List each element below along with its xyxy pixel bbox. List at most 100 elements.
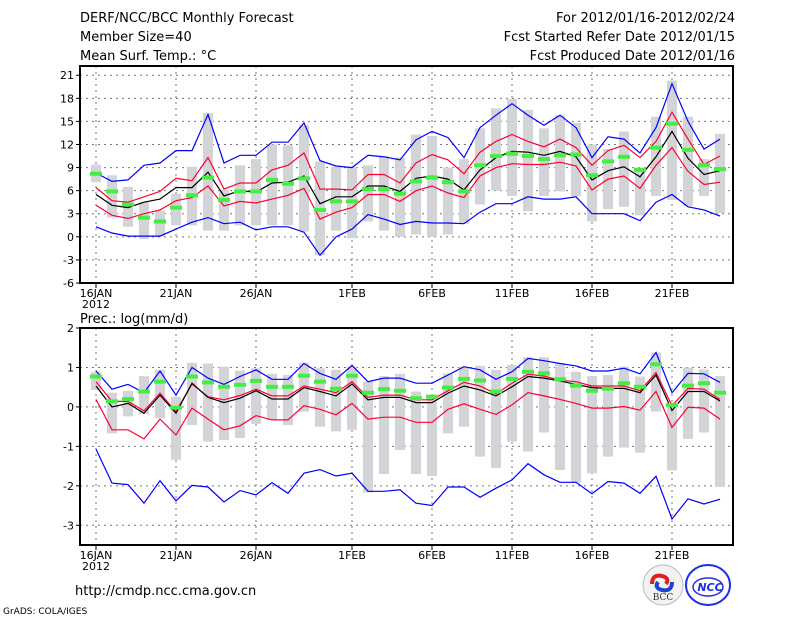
series-line-ensemble-upper <box>95 110 721 203</box>
climate-marker <box>538 157 550 162</box>
series-line-ensemble-lower <box>95 146 721 220</box>
x-tick-label: 16JAN <box>80 549 113 562</box>
climate-marker <box>634 384 646 389</box>
range-bar <box>363 165 373 222</box>
climate-marker <box>250 378 262 383</box>
x-tick-label: 21FEB <box>655 549 690 562</box>
range-bar <box>491 369 501 469</box>
climate-marker <box>682 383 694 388</box>
range-bar <box>155 369 165 419</box>
climate-marker <box>186 374 198 379</box>
series-line-ensemble-mean <box>95 373 721 415</box>
range-bar <box>475 365 485 457</box>
series-line-ensemble-lower <box>95 390 721 440</box>
y-tick-label: 2 <box>67 322 74 335</box>
range-bar <box>267 373 277 420</box>
range-bar <box>107 392 117 434</box>
range-bar <box>587 144 597 222</box>
climate-marker <box>138 215 150 220</box>
footer-url[interactable]: http://cmdp.ncc.cma.gov.cn <box>75 584 256 599</box>
range-bar <box>91 371 101 390</box>
climate-marker <box>106 189 118 194</box>
series-line-ensemble-min <box>95 193 721 257</box>
climate-marker <box>410 396 422 401</box>
climate-marker <box>586 388 598 393</box>
y-tick-label: -3 <box>63 519 74 532</box>
climate-marker <box>266 177 278 182</box>
climate-marker <box>618 154 630 159</box>
climate-marker <box>266 384 278 389</box>
climate-marker <box>602 159 614 164</box>
x-tick-label: 16FEB <box>575 287 610 300</box>
climate-marker <box>666 402 678 407</box>
member-size: Member Size=40 <box>80 30 192 45</box>
x-tick-label: 11FEB <box>495 549 530 562</box>
range-bar <box>699 369 709 433</box>
figure-title: DERF/NCC/BCC Monthly Forecast <box>80 11 294 26</box>
range-bar <box>635 376 645 453</box>
x-tick-label: 1FEB <box>338 287 366 300</box>
ncc-logo-text: NCC <box>697 581 722 594</box>
x-tick-label: 21JAN <box>160 287 193 300</box>
x-tick-label: 11FEB <box>495 287 530 300</box>
range-bar <box>523 357 533 452</box>
climate-marker <box>362 187 374 192</box>
range-bar <box>427 395 437 476</box>
climate-marker <box>330 199 342 204</box>
range-bar <box>235 165 245 226</box>
range-bar <box>363 381 373 493</box>
x-tick-label: 16FEB <box>575 549 610 562</box>
range-bar <box>219 366 229 441</box>
y-tick-label: 0 <box>67 231 74 244</box>
range-bar <box>203 363 213 442</box>
range-bar <box>443 167 453 235</box>
x-tick-label: 26JAN <box>240 549 273 562</box>
climate-marker <box>106 399 118 404</box>
range-bar <box>251 368 261 424</box>
x-tick-label: 21FEB <box>655 287 690 300</box>
range-bar <box>379 156 389 231</box>
climate-marker <box>138 389 150 394</box>
range-bar <box>651 352 661 412</box>
climate-marker <box>602 386 614 391</box>
climate-marker <box>314 379 326 384</box>
x-tick-label: 21JAN <box>160 549 193 562</box>
x-tick-label: 6FEB <box>418 287 446 300</box>
range-bar <box>283 374 293 426</box>
series-line-ensemble-max <box>95 82 721 183</box>
climate-marker <box>458 189 470 194</box>
climate-marker <box>346 373 358 378</box>
variable-label: Mean Surf. Temp.: °C <box>80 49 216 64</box>
climate-marker <box>154 219 166 224</box>
range-bar <box>395 157 405 237</box>
climate-marker <box>202 175 214 180</box>
range-bar <box>667 403 677 471</box>
y-tick-label: 21 <box>60 69 74 82</box>
range-bar <box>107 175 117 218</box>
climate-marker <box>650 362 662 367</box>
climate-marker <box>426 175 438 180</box>
climate-marker <box>666 121 678 126</box>
range-bar <box>139 376 149 415</box>
climate-marker <box>554 153 566 158</box>
climate-marker <box>122 397 134 402</box>
y-tick-label: 3 <box>67 208 74 221</box>
climate-marker <box>362 390 374 395</box>
y-tick-label: 9 <box>67 162 74 175</box>
climate-marker <box>298 176 310 181</box>
x-tick-year-label: 2012 <box>82 298 110 311</box>
y-tick-label: 15 <box>60 115 74 128</box>
climate-marker <box>90 171 102 176</box>
refer-date: Fcst Started Refer Date 2012/01/15 <box>504 30 735 45</box>
range-bar <box>379 376 389 474</box>
y-tick-label: -2 <box>63 480 74 493</box>
range-bar <box>267 144 277 226</box>
range-bar <box>667 80 677 200</box>
range-bar <box>123 186 133 227</box>
range-bar <box>571 371 581 484</box>
range-bar <box>491 108 501 191</box>
climate-marker <box>698 381 710 386</box>
climate-marker <box>394 191 406 196</box>
y-tick-label: -6 <box>63 277 74 290</box>
climate-marker <box>650 145 662 150</box>
